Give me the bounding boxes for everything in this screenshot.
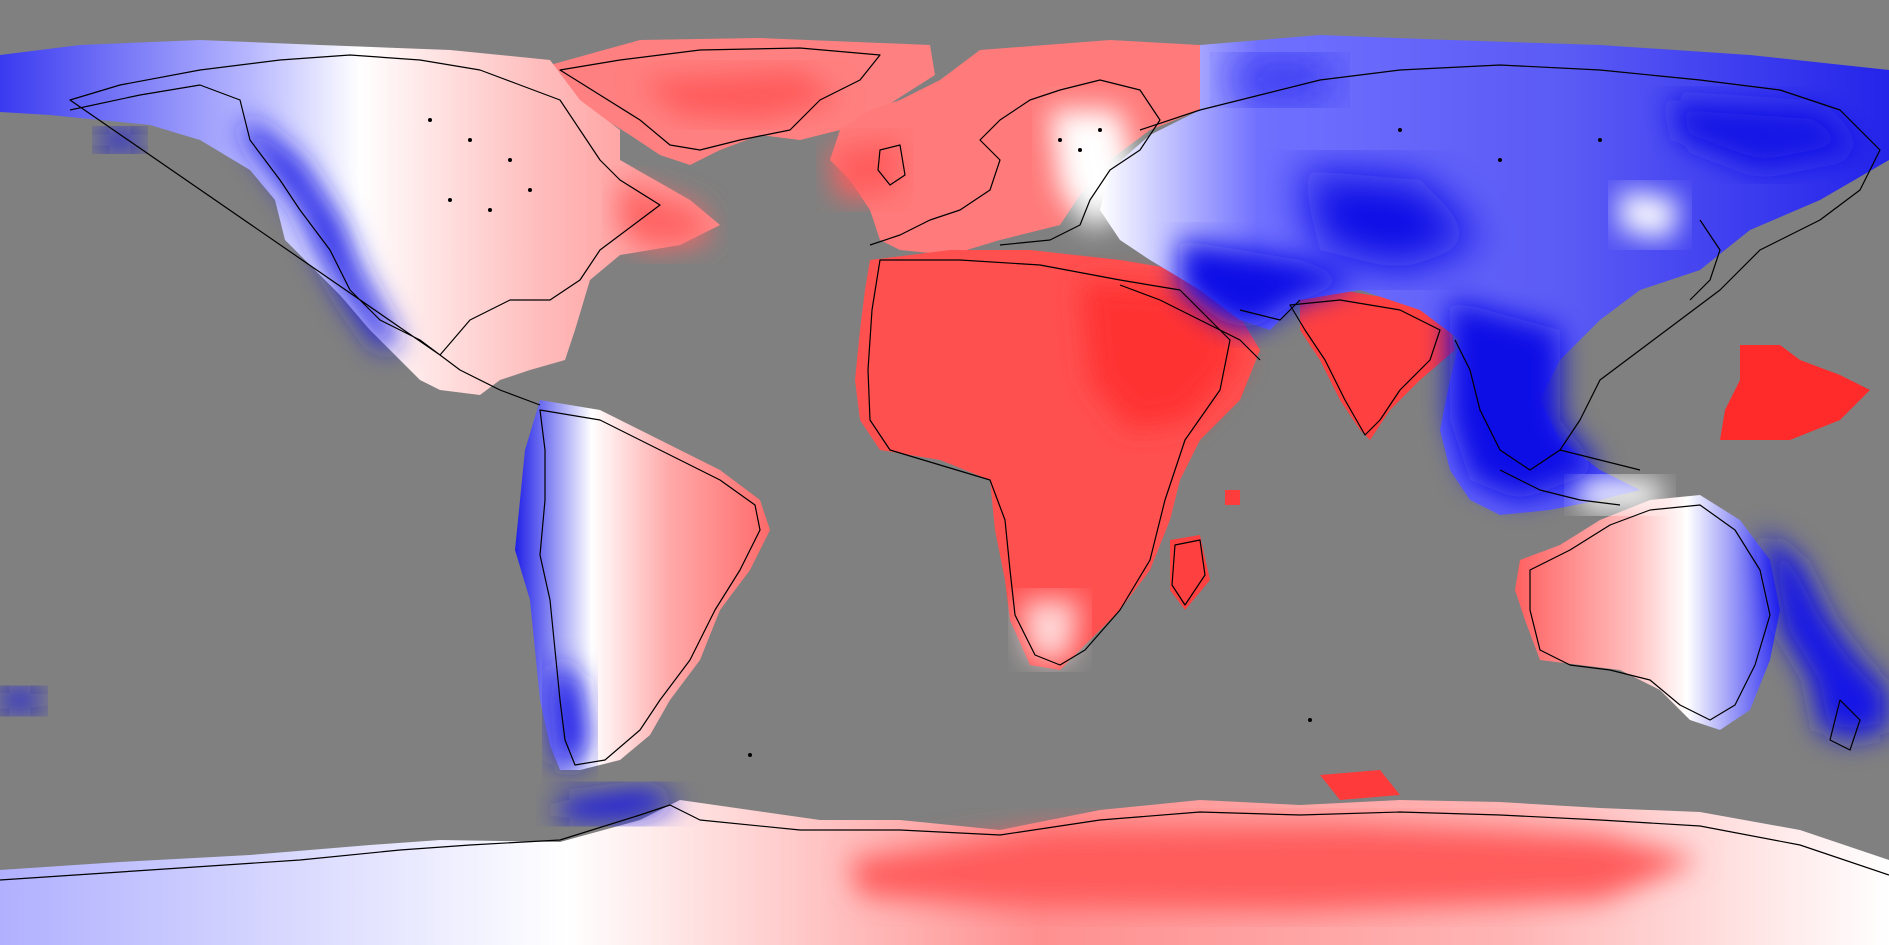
coastline-antarctica	[0, 804, 1889, 881]
coastline-british-isles	[877, 144, 906, 186]
coastline-arabia	[1119, 284, 1301, 361]
coastlines	[0, 47, 1889, 881]
coastline-australia	[1529, 504, 1771, 721]
north-america-region	[0, 40, 720, 395]
coastline-europe	[869, 79, 1161, 246]
asia-region	[1100, 35, 1889, 515]
coastline-new-zealand	[1829, 699, 1861, 751]
africa-region	[855, 250, 1260, 670]
coastline-japan	[1689, 219, 1721, 301]
coastline-africa	[867, 259, 1231, 666]
greenland-region	[550, 38, 935, 165]
australia-region	[1515, 480, 1889, 740]
coastline-india	[1289, 299, 1441, 436]
antarctica-region	[0, 770, 1889, 945]
coastline-detail-specks	[428, 118, 1602, 757]
coastline-south-america	[539, 409, 761, 766]
coastline-north-america	[69, 54, 661, 406]
south-america-region	[0, 400, 770, 770]
coastline-asia	[1139, 64, 1881, 471]
coastline-indonesia	[1499, 449, 1641, 506]
india-region	[1300, 290, 1455, 440]
pacific-positive-patch	[1720, 345, 1870, 440]
coastline-madagascar	[1171, 539, 1206, 606]
coastline-greenland	[559, 47, 881, 151]
